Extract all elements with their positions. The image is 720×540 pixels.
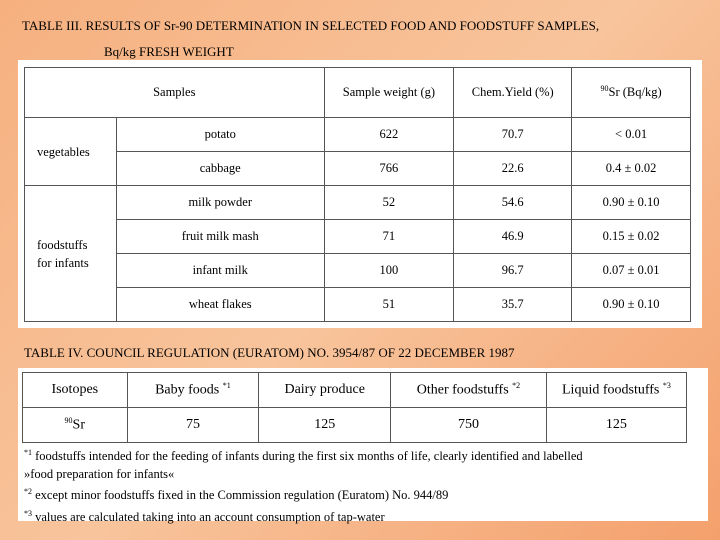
chem-yield: 22.6: [453, 151, 573, 186]
isotope-sr90: 90Sr: [22, 407, 128, 443]
sample-name: infant milk: [115, 253, 325, 288]
header-other-foodstuffs: Other foodstuffs *2: [390, 372, 547, 408]
table3: Samples Sample weight (g) Chem.Yield (%)…: [24, 67, 691, 322]
other-foodstuffs-value: 750: [390, 407, 547, 443]
table4-panel: Isotopes Baby foods *1 Dairy produce Oth…: [18, 368, 708, 524]
sr90-value: 0.07 ± 0.01: [571, 253, 691, 288]
sample-weight: 766: [323, 151, 455, 186]
table-row: wheat flakes 51 35.7 0.90 ± 0.10: [25, 287, 691, 322]
sr90-value: 0.90 ± 0.10: [571, 185, 691, 220]
chem-yield: 46.9: [453, 219, 573, 254]
group-line2: for infants: [37, 255, 89, 270]
header-sr90-superscript: 90: [600, 84, 609, 94]
group-line1: foodstuffs: [37, 237, 88, 252]
footnote-3-mark: *3: [24, 508, 32, 518]
footnote-3-text: values are calculated taking into an acc…: [32, 509, 385, 524]
group-vegetables: vegetables: [24, 117, 117, 186]
liquid-foodstuffs-label: Liquid foodstuffs: [562, 382, 660, 398]
footnote-1: *1 foodstuffs intended for the feeding o…: [24, 444, 706, 466]
table3-header-row: Samples Sample weight (g) Chem.Yield (%)…: [24, 67, 691, 118]
sample-weight: 100: [323, 253, 455, 288]
table-row: cabbage 766 22.6 0.4 ± 0.02: [25, 151, 691, 186]
header-liquid-foodstuffs: Liquid foodstuffs *3: [545, 372, 688, 408]
footnote-1-mark: *1: [24, 448, 32, 457]
sample-name: cabbage: [115, 151, 325, 186]
table3-title-line1: TABLE III. RESULTS OF Sr-90 DETERMINATIO…: [22, 18, 600, 33]
liquid-foodstuffs-value: 125: [545, 407, 688, 443]
sample-name: fruit milk mash: [115, 219, 325, 254]
sr90-value: 0.4 ± 0.02: [571, 151, 691, 186]
dairy-produce-value: 125: [258, 407, 392, 443]
table4-title: TABLE IV. COUNCIL REGULATION (EURATOM) N…: [24, 345, 515, 360]
header-chem-yield: Chem.Yield (%): [453, 67, 573, 118]
table-row: foodstuffs for infants milk powder 52 54.…: [24, 185, 691, 322]
table4: Isotopes Baby foods *1 Dairy produce Oth…: [22, 372, 688, 443]
sample-weight: 71: [323, 219, 455, 254]
footnote-mark-2: *2: [512, 381, 521, 391]
header-baby-foods: Baby foods *1: [126, 372, 260, 408]
table-row: fruit milk mash 71 46.9 0.15 ± 0.02: [25, 219, 691, 254]
footnote-mark-3: *3: [662, 381, 671, 391]
isotope-superscript: 90: [64, 416, 73, 426]
footnote-2-mark: *2: [24, 487, 32, 497]
table-row: infant milk 100 96.7 0.07 ± 0.01: [25, 253, 691, 288]
sample-name: wheat flakes: [115, 287, 325, 322]
footnote-2: *2 except minor foodstuffs fixed in the …: [24, 483, 706, 505]
footnote-1-continued: »food preparation for infants«: [24, 466, 175, 481]
table-row: vegetables potato 622 70.7 < 0.01: [24, 117, 691, 186]
sample-weight: 52: [323, 185, 455, 220]
header-sample-weight: Sample weight (g): [323, 67, 455, 118]
table3-title: TABLE III. RESULTS OF Sr-90 DETERMINATIO…: [22, 13, 712, 65]
header-sr90: 90Sr (Bq/kg): [571, 67, 691, 118]
sample-name: milk powder: [115, 185, 325, 220]
chem-yield: 35.7: [453, 287, 573, 322]
table-row: 90Sr 75 125 750 125: [22, 407, 688, 443]
table3-title-line2: Bq/kg FRESH WEIGHT: [104, 44, 234, 59]
table3-panel: Samples Sample weight (g) Chem.Yield (%)…: [18, 60, 702, 328]
isotope-label: Sr: [72, 417, 85, 433]
sr90-value: 0.90 ± 0.10: [571, 287, 691, 322]
footnote-3: *3 values are calculated taking into an …: [24, 505, 706, 527]
table4-header-row: Isotopes Baby foods *1 Dairy produce Oth…: [22, 372, 688, 408]
header-samples: Samples: [24, 67, 325, 118]
sample-weight: 622: [323, 117, 455, 152]
header-sr90-label: Sr (Bq/kg): [608, 85, 662, 100]
header-isotopes: Isotopes: [22, 372, 128, 408]
header-dairy-produce: Dairy produce: [258, 372, 392, 408]
baby-foods-value: 75: [126, 407, 260, 443]
other-foodstuffs-label: Other foodstuffs: [416, 382, 509, 398]
group-foodstuffs-for-infants: foodstuffs for infants: [24, 185, 117, 322]
chem-yield: 54.6: [453, 185, 573, 220]
footnote-mark-1: *1: [222, 381, 231, 391]
footnotes: *1 foodstuffs intended for the feeding o…: [24, 444, 706, 526]
sr90-value: 0.15 ± 0.02: [571, 219, 691, 254]
chem-yield: 96.7: [453, 253, 573, 288]
sample-name: potato: [115, 117, 325, 152]
footnote-1-text: foodstuffs intended for the feeding of i…: [32, 449, 583, 464]
sample-weight: 51: [323, 287, 455, 322]
footnote-2-text: except minor foodstuffs fixed in the Com…: [32, 488, 449, 503]
sr90-value: < 0.01: [571, 117, 691, 152]
chem-yield: 70.7: [453, 117, 573, 152]
baby-foods-label: Baby foods: [155, 382, 220, 398]
